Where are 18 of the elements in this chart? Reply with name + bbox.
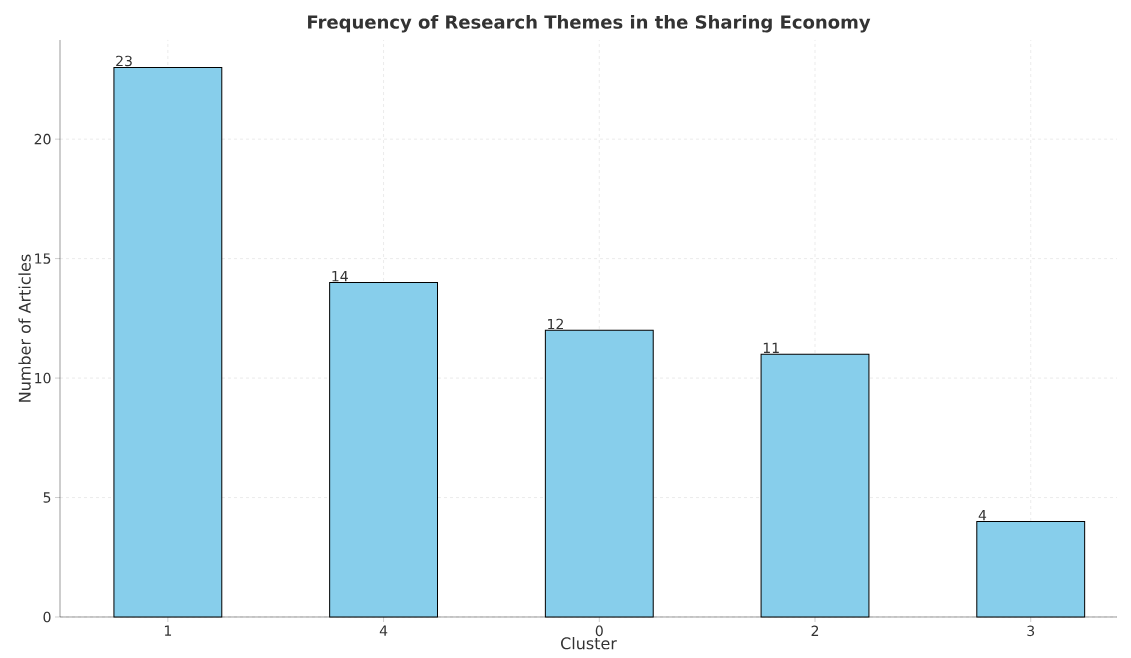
chart-title: Frequency of Research Themes in the Sharing Economy — [308, 14, 871, 33]
data-label: 23 — [116, 55, 132, 67]
y-tick-label: 5 — [43, 492, 51, 503]
x-tick-label: 1 — [164, 625, 172, 636]
y-tick-label: 0 — [43, 611, 51, 623]
x-axis-title: Cluster — [561, 636, 617, 650]
y-axis-title: Number of Articles — [18, 254, 31, 402]
data-label: 11 — [763, 342, 779, 353]
y-tick-label: 15 — [35, 253, 51, 264]
data-label: 14 — [332, 271, 348, 282]
x-tick-label: 0 — [595, 625, 603, 637]
y-tick-label: 10 — [35, 372, 51, 384]
y-tick-label: 20 — [34, 133, 51, 145]
data-label: 4 — [978, 510, 987, 521]
x-tick-label: 4 — [379, 625, 388, 636]
x-tick-label: 2 — [811, 625, 819, 636]
x-tick-label: 3 — [1027, 625, 1035, 637]
data-label: 12 — [548, 318, 563, 330]
